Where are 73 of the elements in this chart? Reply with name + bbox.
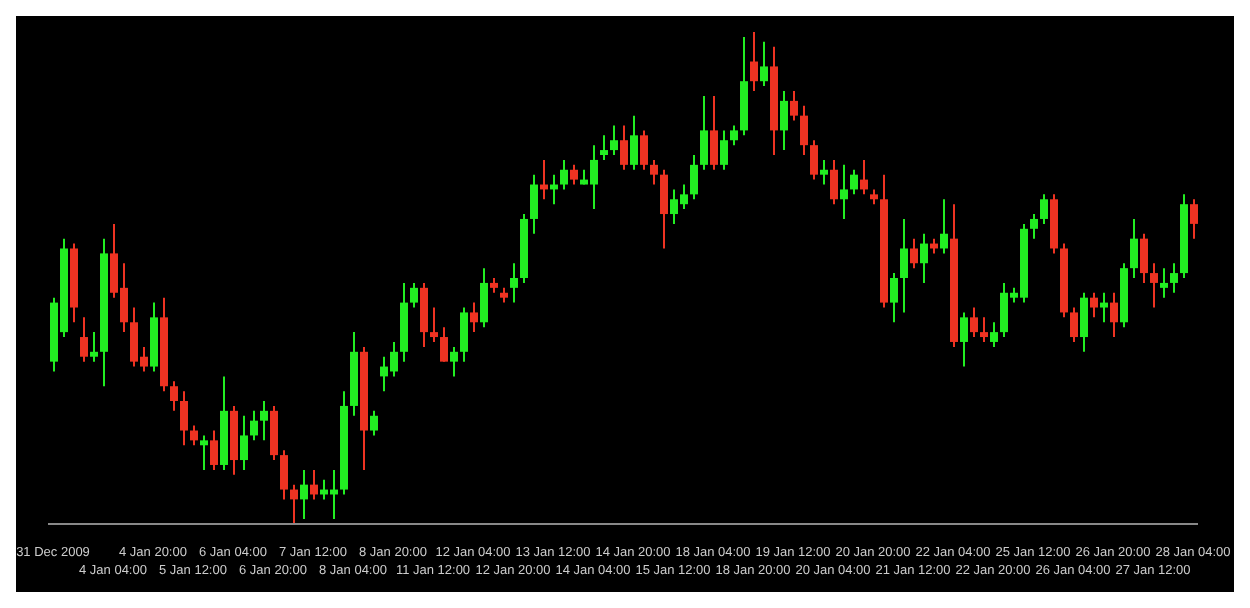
candlestick xyxy=(960,311,968,368)
candlestick xyxy=(1080,291,1088,353)
candlestick xyxy=(1130,217,1138,279)
candlestick xyxy=(890,272,898,324)
candlestick xyxy=(410,281,418,309)
candlestick xyxy=(910,237,918,270)
candlestick xyxy=(570,163,578,186)
candlestick xyxy=(90,331,98,363)
candlestick xyxy=(980,316,988,343)
candlestick xyxy=(250,409,258,442)
candlestick xyxy=(460,306,468,363)
candlestick xyxy=(450,345,458,378)
candlestick xyxy=(700,94,708,171)
candlestick xyxy=(1160,267,1168,299)
candlestick xyxy=(810,139,818,181)
candlestick xyxy=(190,424,198,447)
candlestick xyxy=(610,124,618,156)
candlestick xyxy=(640,129,648,171)
candlestick xyxy=(690,154,698,201)
candlestick xyxy=(660,168,668,250)
candlestick xyxy=(240,414,248,471)
candlestick xyxy=(820,158,828,186)
candlestick xyxy=(860,158,868,196)
candlestick xyxy=(310,468,318,501)
candlestick xyxy=(720,129,728,171)
candlestick xyxy=(1090,291,1098,319)
candlestick xyxy=(430,306,438,343)
candlestick xyxy=(710,94,718,171)
candlestick xyxy=(920,232,928,284)
candlestick xyxy=(940,198,948,255)
candlestick xyxy=(170,380,178,412)
candlestick xyxy=(1140,232,1148,284)
candlestick xyxy=(300,468,308,521)
candlestick xyxy=(370,409,378,437)
candlestick xyxy=(470,301,478,334)
candlestick xyxy=(1150,262,1158,309)
candlestick xyxy=(1030,213,1038,240)
candlestick xyxy=(440,326,448,363)
candlestick xyxy=(730,124,738,147)
candlestick xyxy=(850,168,858,196)
candlestick xyxy=(900,217,908,314)
candlestick xyxy=(970,306,978,339)
candlestick xyxy=(270,404,278,462)
candlestick xyxy=(620,124,628,171)
candlestick xyxy=(790,90,798,122)
candlestick xyxy=(1100,291,1108,324)
candlestick xyxy=(990,321,998,348)
candlestick xyxy=(1070,306,1078,343)
candlestick xyxy=(280,449,288,501)
candlestick xyxy=(200,434,208,471)
candlestick xyxy=(260,400,268,442)
candlestick xyxy=(530,173,538,235)
candlestick xyxy=(650,158,658,186)
candlestick xyxy=(510,262,518,304)
candlestick xyxy=(630,114,638,171)
candlestick xyxy=(840,163,848,220)
candlestick xyxy=(800,104,808,156)
candlestick xyxy=(1040,193,1048,225)
candlestick xyxy=(760,40,768,88)
candlestick xyxy=(80,316,88,363)
candlestick xyxy=(290,483,298,524)
candlestick xyxy=(210,429,218,471)
candlestick xyxy=(1170,262,1178,294)
candlestick xyxy=(1110,291,1118,339)
candlestick xyxy=(780,90,788,152)
candlestick xyxy=(1190,198,1198,240)
candlestick xyxy=(180,390,188,447)
candlestick xyxy=(830,158,838,206)
candlestick xyxy=(560,158,568,191)
candlestick xyxy=(750,32,758,93)
candlestick xyxy=(420,281,428,348)
candlestick xyxy=(600,134,608,161)
candlestick xyxy=(480,267,488,329)
